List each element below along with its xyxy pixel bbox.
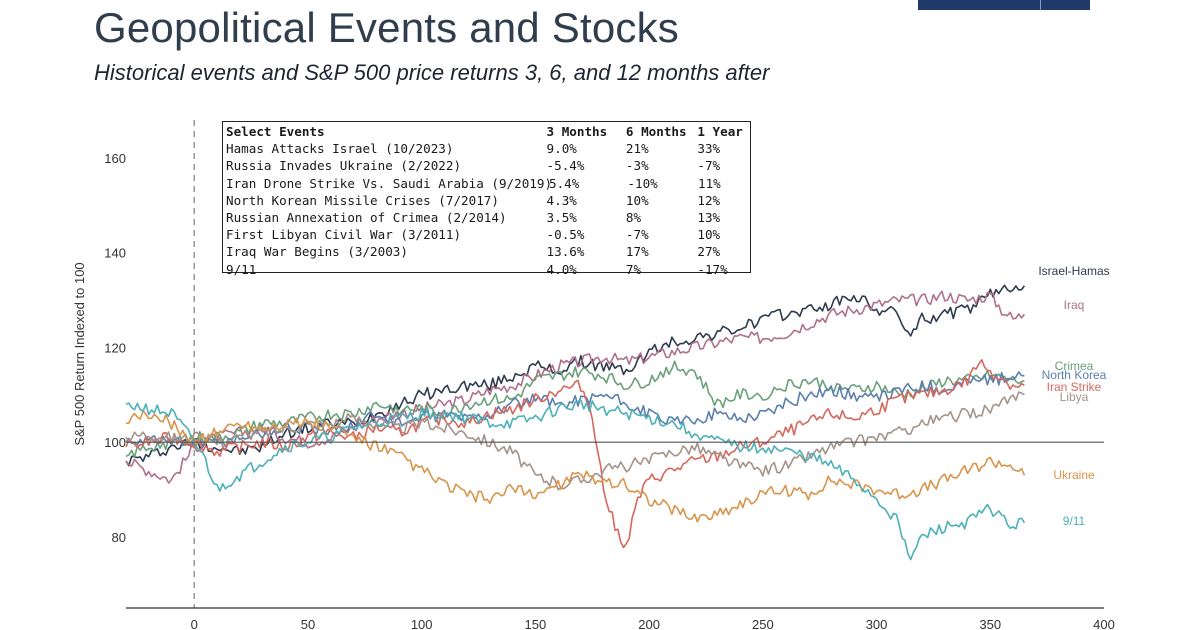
- table-cell-6-months: -7%: [625, 227, 649, 243]
- brand-bar-divider: [1040, 0, 1041, 10]
- table-cell-6-months: 17%: [625, 244, 649, 260]
- series-line: [125, 409, 1026, 523]
- brand-bar: [918, 0, 1090, 10]
- table-cell-event: Russian Annexation of Crimea (2/2014): [226, 209, 507, 225]
- x-tick-label: 200: [638, 617, 660, 630]
- series-end-label: Libya: [1060, 390, 1089, 404]
- table-row: Hamas Attacks Israel (10/2023) 9.0% 21% …: [226, 140, 747, 157]
- x-tick-label: 300: [866, 617, 888, 630]
- series-end-label: Ukraine: [1053, 468, 1095, 482]
- series-line: [125, 290, 1026, 484]
- table-cell-6-months: 21%: [625, 141, 649, 157]
- table-cell-event: Hamas Attacks Israel (10/2023): [226, 141, 454, 157]
- table-cell-6-months: -3%: [625, 158, 649, 174]
- x-tick-label: 250: [752, 617, 774, 630]
- series-line: [125, 284, 1026, 467]
- page-title: Geopolitical Events and Stocks: [94, 4, 679, 51]
- series-line: [125, 391, 1025, 491]
- table-cell-3-months: 13.6%: [546, 244, 585, 260]
- series-end-label: Iraq: [1064, 298, 1085, 312]
- table-header-3-months: 3 Months: [546, 124, 608, 139]
- table-cell-event: Iran Drone Strike Vs. Saudi Arabia (9/20…: [226, 175, 553, 191]
- table-row: First Libyan Civil War (3/2011) -0.5% -7…: [226, 226, 747, 243]
- table-cell-1-year: 27%: [697, 244, 721, 260]
- series-layer: [125, 284, 1026, 561]
- table-header-row: Select Events 3 Months 6 Months 1 Year: [226, 123, 747, 140]
- x-tick-label: 50: [301, 617, 315, 630]
- table-cell-1-year: 13%: [697, 209, 721, 225]
- table-cell-event: First Libyan Civil War (3/2011): [226, 227, 462, 243]
- table-row: Iraq War Begins (3/2003) 13.6% 17% 27%: [226, 243, 747, 260]
- y-tick-label: 120: [104, 340, 126, 355]
- series-line: [125, 360, 1025, 459]
- y-tick-label: 100: [104, 435, 126, 450]
- table-row: Russia Invades Ukraine (2/2022) -5.4% -3…: [226, 157, 747, 174]
- x-tick-label: 400: [1093, 617, 1115, 630]
- table-cell-1-year: 12%: [697, 192, 721, 208]
- table-row: North Korean Missile Crises (7/2017) 4.3…: [226, 192, 747, 209]
- table-cell-3-months: -5.4%: [546, 158, 585, 174]
- series-end-label: 9/11: [1063, 514, 1086, 528]
- table-cell-1-year: -7%: [697, 158, 721, 174]
- table-cell-3-months: 5.4%: [549, 175, 580, 191]
- table-header-6-months: 6 Months: [625, 124, 687, 139]
- table-cell-3-months: 9.0%: [546, 141, 577, 157]
- table-row: Russian Annexation of Crimea (2/2014) 3.…: [226, 209, 747, 226]
- x-tick-label: 0: [191, 617, 198, 630]
- table-cell-event: Iraq War Begins (3/2003): [226, 244, 408, 260]
- x-tick-label: 150: [525, 617, 547, 630]
- table-cell-1-year: 11%: [698, 175, 721, 191]
- series-end-label: North Korea: [1042, 368, 1107, 382]
- x-tick-label: 350: [979, 617, 1001, 630]
- x-tick-label: 100: [411, 617, 433, 630]
- y-tick-label: 80: [112, 530, 126, 545]
- table-header-event: Select Events: [226, 124, 325, 139]
- table-cell-1-year: 10%: [697, 227, 721, 243]
- table-cell-6-months: 7%: [625, 261, 642, 277]
- y-tick-label: 160: [104, 151, 126, 166]
- axis-layer: 0 50 100 150 200 250 300 350 400 80 100 120 140 160 S&…: [72, 120, 1115, 630]
- table-cell-event: Russia Invades Ukraine (2/2022): [226, 158, 462, 174]
- series-line: [125, 358, 1025, 549]
- table-cell-event: 9/11: [226, 261, 257, 277]
- table-row: Iran Drone Strike Vs. Saudi Arabia (9/20…: [226, 175, 747, 192]
- table-cell-6-months: -10%: [627, 175, 658, 191]
- table-cell-3-months: 4.3%: [546, 192, 577, 208]
- series-end-label: Iran Strike: [1047, 380, 1102, 394]
- series-line: [125, 399, 1026, 561]
- y-tick-label: 140: [104, 246, 126, 261]
- table-cell-6-months: 10%: [625, 192, 649, 208]
- series-end-label: Israel-Hamas: [1038, 264, 1109, 278]
- events-table: Select Events 3 Months 6 Months 1 Year H…: [222, 121, 751, 277]
- table-cell-3-months: -0.5%: [546, 227, 585, 243]
- series-end-label: Crimea: [1055, 359, 1094, 373]
- page-subtitle: Historical events and S&P 500 price retu…: [94, 60, 770, 85]
- table-cell-6-months: 8%: [625, 209, 642, 225]
- table-cell-1-year: 33%: [697, 141, 721, 157]
- y-axis-title: S&P 500 Return Indexed to 100: [72, 262, 87, 445]
- table-cell-1-year: -17%: [697, 261, 728, 277]
- table-cell-3-months: 4.0%: [546, 261, 577, 277]
- table-cell-3-months: 3.5%: [546, 209, 577, 225]
- table-header-1-year: 1 Year: [697, 124, 743, 139]
- table-cell-event: North Korean Missile Crises (7/2017): [226, 192, 499, 208]
- table-row: 9/11 4.0% 7% -17%: [226, 261, 747, 278]
